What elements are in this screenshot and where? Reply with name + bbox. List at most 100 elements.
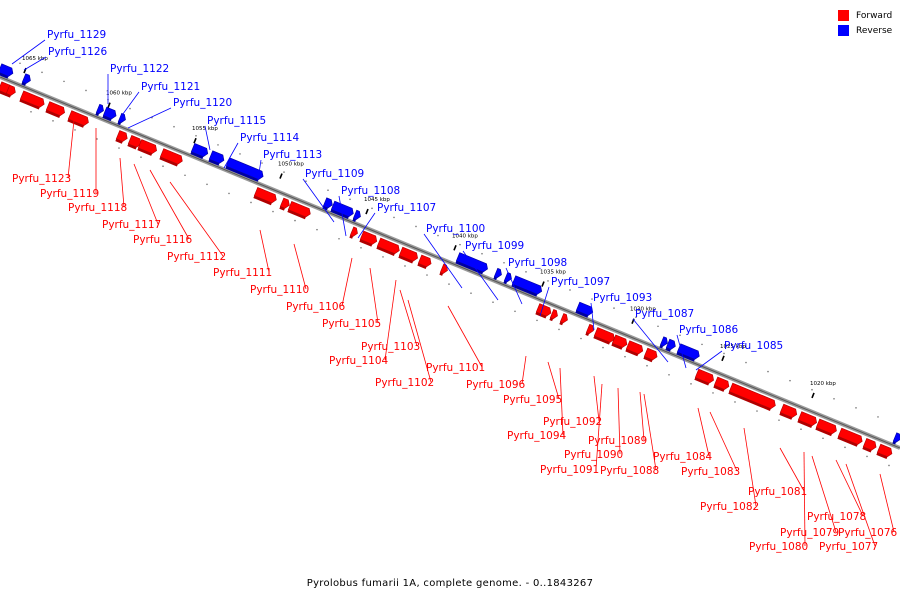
gene-label[interactable]: Pyrfu_1102 (375, 377, 434, 389)
forward-gene[interactable] (585, 323, 595, 337)
reverse-gene[interactable] (575, 301, 594, 319)
gene-label[interactable]: Pyrfu_1117 (102, 219, 161, 231)
gene-label[interactable]: Pyrfu_1078 (807, 511, 866, 523)
gene-label[interactable]: Pyrfu_1093 (593, 292, 652, 304)
forward-gene[interactable] (535, 303, 552, 320)
forward-gene[interactable] (559, 313, 569, 327)
gene-label[interactable]: Pyrfu_1091 (540, 464, 599, 476)
gene-label[interactable]: Pyrfu_1121 (141, 81, 200, 93)
gene-label[interactable]: Pyrfu_1085 (724, 340, 783, 352)
reverse-gene[interactable] (190, 143, 209, 160)
gene-label[interactable]: Pyrfu_1099 (465, 240, 524, 252)
gene-label[interactable]: Pyrfu_1080 (749, 541, 808, 553)
forward-gene[interactable] (643, 347, 658, 363)
forward-gene[interactable] (549, 308, 559, 322)
forward-gene[interactable] (45, 101, 66, 119)
reverse-gene[interactable] (493, 267, 503, 281)
forward-gene[interactable] (398, 246, 419, 264)
gene-label[interactable]: Pyrfu_1090 (564, 449, 623, 461)
forward-gene[interactable] (439, 263, 449, 277)
gene-label[interactable]: Pyrfu_1104 (329, 355, 389, 367)
gene-label[interactable]: Pyrfu_1097 (551, 276, 610, 288)
reverse-gene[interactable] (330, 200, 355, 220)
gene-label[interactable]: Pyrfu_1087 (635, 308, 694, 320)
forward-gene[interactable] (694, 368, 715, 386)
gene-label[interactable]: Pyrfu_1081 (748, 486, 807, 498)
forward-gene[interactable] (67, 110, 90, 129)
gene-label[interactable]: Pyrfu_1109 (305, 168, 364, 180)
reverse-gene[interactable] (676, 343, 701, 363)
reverse-gene[interactable] (665, 338, 677, 353)
forward-gene[interactable] (593, 327, 616, 346)
gene-label[interactable]: Pyrfu_1089 (588, 435, 647, 447)
forward-gene[interactable] (159, 148, 184, 168)
gene-label[interactable]: Pyrfu_1120 (173, 97, 232, 109)
gene-label[interactable]: Pyrfu_1095 (503, 394, 562, 406)
gene-label[interactable]: Pyrfu_1118 (68, 202, 127, 214)
forward-gene[interactable] (376, 237, 401, 257)
gene-label[interactable]: Pyrfu_1116 (133, 234, 193, 246)
reverse-gene[interactable] (352, 209, 362, 223)
reverse-gene[interactable] (208, 150, 225, 167)
forward-gene[interactable] (279, 197, 291, 212)
gene-label[interactable]: Pyrfu_1108 (341, 185, 400, 197)
gene-label[interactable]: Pyrfu_1084 (653, 451, 713, 463)
reverse-gene[interactable] (21, 73, 32, 87)
forward-gene[interactable] (837, 427, 864, 448)
forward-gene[interactable] (611, 334, 628, 351)
gene-label[interactable]: Pyrfu_1100 (426, 223, 485, 235)
reverse-gene[interactable] (225, 157, 265, 183)
gene-label[interactable]: Pyrfu_1094 (507, 430, 567, 442)
forward-gene[interactable] (19, 90, 46, 111)
forward-gene[interactable] (876, 443, 893, 460)
gene-label[interactable]: Pyrfu_1103 (361, 341, 420, 353)
gene-label[interactable]: Pyrfu_1111 (213, 267, 272, 279)
gene-label[interactable]: Pyrfu_1123 (12, 173, 71, 185)
reverse-gene[interactable] (892, 432, 900, 446)
gene-label[interactable]: Pyrfu_1086 (679, 324, 739, 336)
forward-gene[interactable] (797, 411, 818, 429)
gene-label[interactable]: Pyrfu_1106 (286, 301, 346, 313)
gene-label[interactable]: Pyrfu_1107 (377, 202, 436, 214)
gene-label[interactable]: Pyrfu_1114 (240, 132, 300, 144)
gene-label[interactable]: Pyrfu_1096 (466, 379, 526, 391)
forward-gene[interactable] (5, 84, 17, 99)
forward-gene[interactable] (287, 200, 312, 220)
reverse-gene[interactable] (95, 103, 105, 117)
gene-label[interactable]: Pyrfu_1126 (48, 46, 108, 58)
gene-label[interactable]: Pyrfu_1113 (263, 149, 322, 161)
gene-label[interactable]: Pyrfu_1115 (207, 115, 266, 127)
forward-gene[interactable] (417, 254, 432, 270)
gene-label[interactable]: Pyrfu_1079 (780, 527, 839, 539)
gene-label[interactable]: Pyrfu_1110 (250, 284, 309, 296)
gene-label[interactable]: Pyrfu_1101 (426, 362, 485, 374)
gene-label[interactable]: Pyrfu_1119 (40, 188, 99, 200)
forward-gene[interactable] (779, 403, 798, 421)
gene-label[interactable]: Pyrfu_1077 (819, 541, 878, 553)
forward-gene[interactable] (862, 438, 877, 453)
gene-label[interactable]: Pyrfu_1122 (110, 63, 169, 75)
forward-gene[interactable] (349, 226, 359, 240)
gene-label[interactable]: Pyrfu_1088 (600, 465, 659, 477)
gene-label[interactable]: Pyrfu_1129 (47, 29, 106, 41)
forward-gene[interactable] (127, 135, 142, 150)
gene-label[interactable]: Pyrfu_1112 (167, 251, 226, 263)
gene-label[interactable]: Pyrfu_1098 (508, 257, 567, 269)
reverse-gene[interactable] (102, 106, 117, 122)
forward-gene[interactable] (713, 376, 730, 393)
forward-gene[interactable] (359, 230, 378, 248)
gene-label[interactable]: Pyrfu_1082 (700, 501, 759, 513)
gene-label[interactable]: Pyrfu_1083 (681, 466, 740, 478)
forward-gene[interactable] (815, 418, 838, 437)
reverse-gene[interactable] (0, 63, 15, 80)
reverse-gene[interactable] (659, 336, 669, 350)
forward-gene[interactable] (115, 130, 129, 144)
reverse-gene[interactable] (503, 272, 513, 285)
forward-gene[interactable] (728, 382, 777, 412)
forward-gene[interactable] (137, 139, 158, 157)
forward-gene[interactable] (253, 186, 278, 206)
reverse-gene[interactable] (117, 112, 127, 126)
gene-label[interactable]: Pyrfu_1105 (322, 318, 381, 330)
reverse-gene[interactable] (455, 252, 489, 276)
gene-label[interactable]: Pyrfu_1076 (838, 527, 898, 539)
